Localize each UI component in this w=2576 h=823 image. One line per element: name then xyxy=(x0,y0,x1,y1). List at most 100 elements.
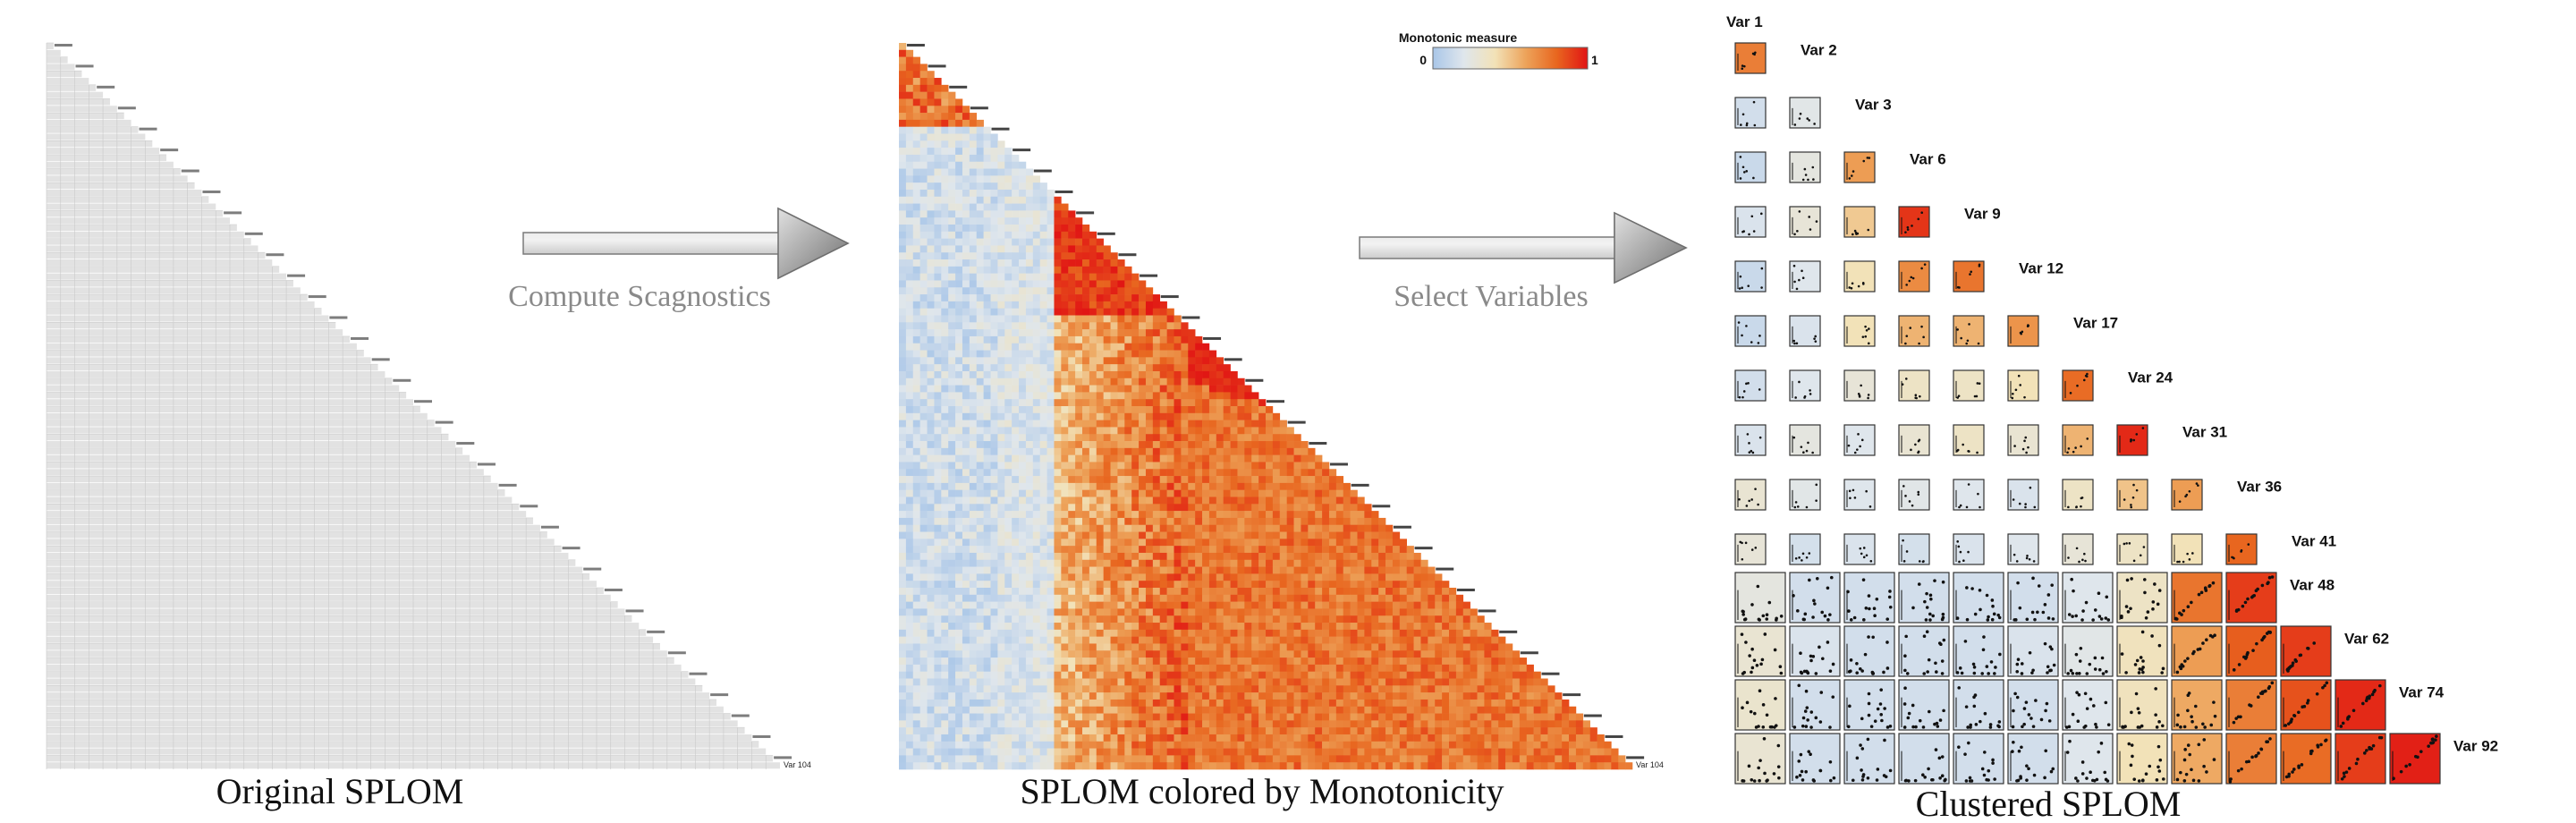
scatterplot-cell[interactable] xyxy=(1734,679,1786,731)
scatterplot-cell[interactable] xyxy=(2225,733,2277,785)
scatterplot-cell[interactable] xyxy=(1734,572,1786,624)
scatterplot-cell[interactable] xyxy=(2007,572,2059,624)
scatterplot-cell[interactable] xyxy=(1953,315,1985,347)
scatterplot-cell[interactable] xyxy=(1843,625,1895,677)
scatterplot-cell[interactable] xyxy=(1734,625,1786,677)
scatterplot-cell[interactable] xyxy=(1843,206,1876,238)
scatterplot-cell[interactable] xyxy=(2171,572,2223,624)
scatterplot-cell[interactable] xyxy=(1734,733,1786,785)
scatterplot-cell[interactable] xyxy=(1843,572,1895,624)
scatterplot-cell[interactable] xyxy=(1789,424,1821,456)
scatterplot-cell[interactable] xyxy=(1789,151,1821,183)
scatterplot-cell[interactable] xyxy=(2280,733,2332,785)
scatterplot-cell[interactable] xyxy=(2225,679,2277,731)
scatterplot-cell[interactable] xyxy=(1898,533,1930,565)
scatterplot-cell[interactable] xyxy=(1898,733,1950,785)
scatterplot-cell[interactable] xyxy=(2116,572,2168,624)
scatterplot-cell[interactable] xyxy=(1953,625,2004,677)
scatterplot-cell[interactable] xyxy=(1734,97,1767,129)
scatterplot-cell[interactable] xyxy=(1898,260,1930,293)
scatterplot-cell[interactable] xyxy=(2171,625,2223,677)
scatterplot-cell[interactable] xyxy=(2007,315,2039,347)
scatterplot-cell[interactable] xyxy=(2225,625,2277,677)
scatterplot-cell[interactable] xyxy=(1734,479,1767,511)
scatterplot-cell[interactable] xyxy=(1789,533,1821,565)
scatterplot-cell[interactable] xyxy=(2225,533,2258,565)
scatterplot-cell[interactable] xyxy=(1734,260,1767,293)
scatterplot-cell[interactable] xyxy=(1953,424,1985,456)
scatterplot-cell[interactable] xyxy=(1789,260,1821,293)
scatterplot-cell[interactable] xyxy=(2007,424,2039,456)
scatterplot-cell[interactable] xyxy=(2062,424,2094,456)
scatterplot-cell[interactable] xyxy=(1734,424,1767,456)
scatterplot-cell[interactable] xyxy=(2062,733,2114,785)
scatterplot-cell[interactable] xyxy=(1843,369,1876,402)
scatterplot-cell[interactable] xyxy=(1953,679,2004,731)
scatterplot-cell[interactable] xyxy=(2116,424,2148,456)
scatterplot-cell[interactable] xyxy=(1789,479,1821,511)
scatterplot-cell[interactable] xyxy=(2334,733,2386,785)
scatterplot-cell[interactable] xyxy=(1953,733,2004,785)
scatterplot-cell[interactable] xyxy=(1843,151,1876,183)
scatterplot-cell[interactable] xyxy=(1789,572,1841,624)
scatterplot-cell[interactable] xyxy=(1789,97,1821,129)
scatterplot-cell[interactable] xyxy=(2334,679,2386,731)
scatterplot-cell[interactable] xyxy=(1734,42,1767,74)
scatterplot-cell[interactable] xyxy=(2007,369,2039,402)
scatterplot-cell[interactable] xyxy=(2007,479,2039,511)
scatterplot-cell[interactable] xyxy=(1789,679,1841,731)
scatterplot-cell[interactable] xyxy=(1734,369,1767,402)
scatterplot-cell[interactable] xyxy=(1789,733,1841,785)
scatterplot-cell[interactable] xyxy=(2062,533,2094,565)
scatterplot-cell[interactable] xyxy=(1953,260,1985,293)
scatterplot-cell[interactable] xyxy=(1843,533,1876,565)
scatterplot-cell[interactable] xyxy=(2171,533,2203,565)
scatterplot-cell[interactable] xyxy=(2171,733,2223,785)
scatterplot-cell[interactable] xyxy=(2007,625,2059,677)
scatterplot-cell[interactable] xyxy=(2116,479,2148,511)
scatterplot-cell[interactable] xyxy=(2062,625,2114,677)
scatterplot-cell[interactable] xyxy=(2116,679,2168,731)
scatterplot-cell[interactable] xyxy=(1898,206,1930,238)
scatterplot-cell[interactable] xyxy=(1789,625,1841,677)
scatterplot-cell[interactable] xyxy=(1898,424,1930,456)
scatterplot-cell[interactable] xyxy=(2007,733,2059,785)
scatterplot-cell[interactable] xyxy=(1789,315,1821,347)
scatterplot-cell[interactable] xyxy=(1953,479,1985,511)
scatterplot-cell[interactable] xyxy=(1898,315,1930,347)
scatterplot-cell[interactable] xyxy=(2116,533,2148,565)
scatterplot-cell[interactable] xyxy=(2280,625,2332,677)
scatterplot-cell[interactable] xyxy=(1734,315,1767,347)
scatterplot-cell[interactable] xyxy=(2225,572,2277,624)
scatterplot-cell[interactable] xyxy=(2171,679,2223,731)
scatterplot-cell[interactable] xyxy=(1843,424,1876,456)
scatterplot-cell[interactable] xyxy=(1789,369,1821,402)
scatterplot-cell[interactable] xyxy=(1843,733,1895,785)
scatterplot-cell[interactable] xyxy=(1789,206,1821,238)
scatterplot-cell[interactable] xyxy=(1843,315,1876,347)
scatterplot-cell[interactable] xyxy=(2062,679,2114,731)
scatterplot-cell[interactable] xyxy=(1953,572,2004,624)
scatterplot-cell[interactable] xyxy=(2171,479,2203,511)
scatterplot-cell[interactable] xyxy=(2389,733,2441,785)
scatterplot-cell[interactable] xyxy=(2116,625,2168,677)
scatterplot-cell[interactable] xyxy=(1898,479,1930,511)
scatterplot-cell[interactable] xyxy=(2116,733,2168,785)
scatterplot-cell[interactable] xyxy=(2007,679,2059,731)
scatterplot-cell[interactable] xyxy=(1898,572,1950,624)
scatterplot-cell[interactable] xyxy=(1898,625,1950,677)
scatterplot-cell[interactable] xyxy=(1953,369,1985,402)
scatterplot-cell[interactable] xyxy=(1898,679,1950,731)
scatterplot-cell[interactable] xyxy=(1898,369,1930,402)
scatterplot-cell[interactable] xyxy=(2007,533,2039,565)
scatterplot-cell[interactable] xyxy=(2062,479,2094,511)
scatterplot-cell[interactable] xyxy=(2062,572,2114,624)
scatterplot-cell[interactable] xyxy=(1953,533,1985,565)
scatterplot-cell[interactable] xyxy=(2062,369,2094,402)
scatterplot-cell[interactable] xyxy=(2280,679,2332,731)
scatterplot-cell[interactable] xyxy=(1843,260,1876,293)
scatterplot-cell[interactable] xyxy=(1734,533,1767,565)
scatterplot-cell[interactable] xyxy=(1734,151,1767,183)
scatterplot-cell[interactable] xyxy=(1843,679,1895,731)
scatterplot-cell[interactable] xyxy=(1734,206,1767,238)
